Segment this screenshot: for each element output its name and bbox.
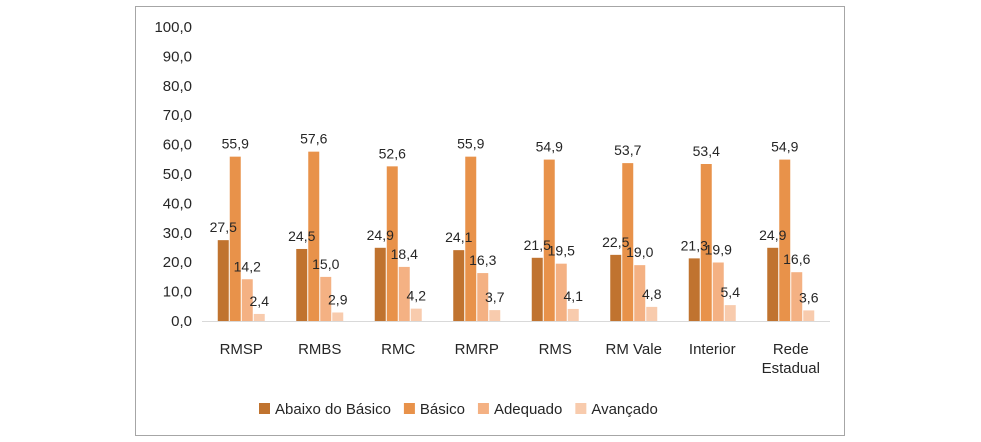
legend-label: Básico	[420, 401, 465, 418]
bar	[332, 312, 344, 321]
bar	[712, 262, 724, 321]
bar	[217, 240, 229, 321]
data-label: 4,8	[642, 286, 662, 302]
data-label: 19,5	[548, 243, 575, 259]
bar	[241, 279, 253, 321]
legend-label: Avançado	[591, 401, 657, 418]
bar	[386, 166, 398, 321]
y-tick-label: 90,0	[163, 48, 192, 65]
bar	[791, 272, 803, 321]
y-axis: 0,0 10,0 20,0 30,0 40,0 50,0 60,0 70,0 80,0 90,0 1…	[154, 19, 192, 330]
chart-frame: 0,0 10,0 20,0 30,0 40,0 50,0 60,0 70,0 80,0 90,0 1…	[135, 6, 845, 436]
data-label: 27,5	[210, 219, 237, 235]
data-label: 3,6	[799, 289, 819, 305]
bar	[296, 248, 308, 321]
bar	[477, 273, 489, 321]
bar	[688, 258, 700, 321]
bar	[622, 163, 634, 321]
legend-swatch	[403, 403, 415, 414]
data-label: 19,9	[705, 241, 732, 257]
y-tick-label: 20,0	[163, 254, 192, 271]
legend-swatch	[477, 403, 489, 414]
bar	[320, 276, 332, 321]
data-label: 15,0	[312, 256, 339, 272]
x-tick-label: RMSP	[220, 341, 263, 358]
y-tick-label: 70,0	[163, 107, 192, 124]
x-tick-label: Rede Estadual	[762, 341, 820, 377]
legend-swatch	[259, 403, 270, 414]
data-label: 24,9	[367, 227, 394, 243]
bar	[555, 263, 567, 321]
bar	[767, 247, 779, 321]
y-tick-label: 100,0	[154, 19, 192, 36]
y-tick-label: 10,0	[163, 284, 192, 301]
x-tick-label: RM Vale	[606, 341, 662, 358]
data-label: 14,2	[234, 258, 261, 274]
y-tick-label: 0,0	[171, 313, 192, 330]
y-tick-label: 40,0	[163, 195, 192, 212]
bar	[229, 156, 241, 321]
data-label: 3,7	[485, 289, 505, 305]
data-label: 4,1	[564, 288, 584, 304]
y-tick-label: 80,0	[163, 78, 192, 95]
bar	[253, 313, 265, 321]
bar	[646, 306, 658, 321]
data-label: 19,0	[626, 244, 653, 260]
data-label: 4,2	[407, 288, 427, 304]
bar	[374, 247, 386, 321]
data-label: 21,5	[524, 237, 551, 253]
bar	[567, 308, 579, 321]
data-label: 16,6	[783, 251, 810, 267]
data-label: 57,6	[300, 131, 327, 147]
bar	[531, 257, 543, 321]
bar	[410, 308, 422, 321]
bar	[803, 310, 815, 321]
data-label: 52,6	[379, 145, 406, 161]
data-label: 2,4	[250, 293, 270, 309]
bar	[634, 265, 646, 321]
bar	[779, 159, 791, 321]
data-label: 53,4	[693, 143, 720, 159]
data-label: 54,9	[771, 139, 798, 155]
data-labels: 27,5 55,9 14,2 2,4 24,5 57,6 15,0 2,9 24,9 52,6 18…	[210, 131, 819, 309]
legend: Abaixo do Básico Básico Adequado Avançado	[259, 401, 658, 418]
y-tick-label: 50,0	[163, 166, 192, 183]
data-label: 21,3	[681, 237, 708, 253]
x-axis: RMSP RMBS RMC RMRP RMS RM Vale Interior Rede Est…	[202, 321, 830, 377]
data-label: 54,9	[536, 139, 563, 155]
data-label: 55,9	[222, 136, 249, 152]
bar	[724, 305, 736, 321]
x-tick-label: RMRP	[455, 341, 499, 358]
data-label: 24,1	[445, 229, 472, 245]
bar	[700, 164, 712, 321]
data-label: 22,5	[602, 234, 629, 250]
bar	[453, 250, 465, 321]
bar	[308, 151, 320, 321]
data-label: 24,5	[288, 228, 315, 244]
data-label: 55,9	[457, 136, 484, 152]
data-label: 24,9	[759, 227, 786, 243]
bars	[217, 151, 815, 321]
bar	[610, 254, 622, 321]
x-tick-label: RMC	[381, 341, 415, 358]
bar	[543, 159, 555, 321]
y-tick-label: 60,0	[163, 137, 192, 154]
bar-chart: 0,0 10,0 20,0 30,0 40,0 50,0 60,0 70,0 80,0 90,0 1…	[154, 19, 830, 418]
bar	[398, 266, 410, 321]
bar	[489, 310, 501, 321]
data-label: 5,4	[721, 284, 741, 300]
x-tick-label: RMS	[539, 341, 572, 358]
data-label: 16,3	[469, 252, 496, 268]
bar	[465, 156, 477, 321]
legend-swatch	[575, 403, 587, 414]
legend-label: Abaixo do Básico	[275, 401, 391, 418]
y-tick-label: 30,0	[163, 225, 192, 242]
legend-label: Adequado	[494, 401, 562, 418]
x-tick-label: Interior	[689, 341, 736, 358]
x-tick-label: RMBS	[298, 341, 341, 358]
data-label: 2,9	[328, 291, 348, 307]
data-label: 53,7	[614, 142, 641, 158]
data-label: 18,4	[391, 246, 418, 262]
